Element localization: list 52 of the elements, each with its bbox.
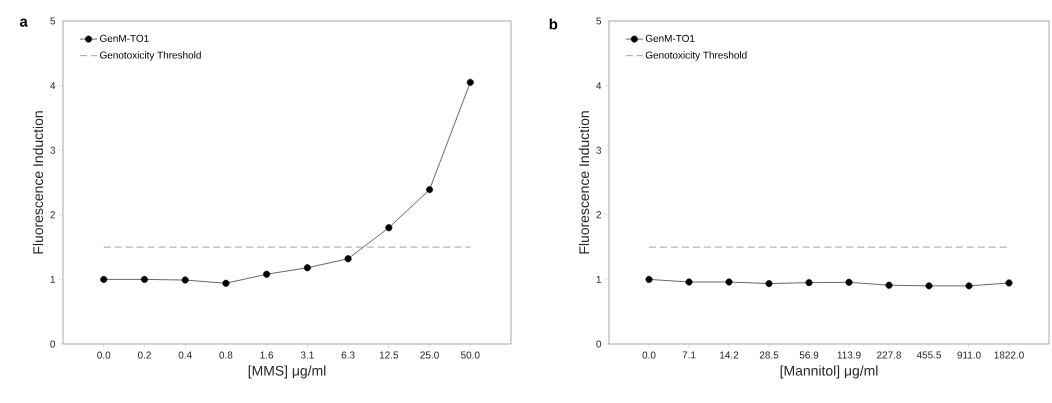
x-tick-label: 56.9 [799,351,819,359]
y-tick-label: 0 [50,340,56,348]
x-tick-label: 113.9 [837,351,861,359]
x-tick-label: 28.5 [759,351,779,359]
x-tick-label: 0.0 [642,351,656,359]
y-tick-label: 4 [596,82,602,90]
x-tick-label: 0.2 [137,351,151,359]
x-tick-label: 0.4 [178,351,192,359]
point [222,279,230,287]
legend-label: GenM-TO1 [645,34,695,42]
point [140,275,148,283]
x-tick-label: 14.2 [720,351,739,359]
point [385,224,393,232]
x-tick-label: 1.6 [260,351,274,359]
x-tick-label: 50.0 [460,351,480,359]
y-axis-title: Fluorescence Induction [578,111,590,254]
x-tick-label: 455.5 [916,351,942,359]
y-tick-label: 3 [50,146,56,154]
y-tick-label: 2 [596,211,601,219]
point [466,78,474,86]
point [303,264,311,272]
x-tick-label: 0.8 [219,351,233,359]
x-tick-label: 25.0 [420,351,439,359]
x-tick-label: 227.8 [877,351,902,359]
y-tick-label: 1 [50,275,56,283]
x-tick-label: 0.0 [97,351,111,359]
x-tick-label: 1822.0 [994,351,1024,359]
point [263,270,271,278]
legend-label: Genotoxicity Threshold [100,51,201,61]
x-axis-title: [MMS] μg/ml [248,365,326,379]
point [344,255,352,263]
chart-title: a [19,18,28,27]
x-tick-label: 911.0 [957,351,981,359]
y-tick-label: 0 [596,340,602,348]
point [426,186,434,194]
legend-label: Genotoxicity Threshold [645,51,747,61]
point [100,275,108,283]
chart-title: b [549,18,558,30]
y-tick-label: 2 [50,211,55,219]
x-tick-label: 6.3 [341,351,355,359]
x-axis-title: [Mannitol] μg/ml [780,365,878,379]
x-tick-label: 3.1 [300,351,314,359]
y-axis-title: Fluorescence Induction [32,111,44,254]
x-tick-label: 12.5 [379,351,399,359]
y-tick-label: 5 [596,17,602,25]
point [181,276,189,284]
y-tick-label: 5 [50,17,56,25]
y-tick-label: 3 [596,146,602,154]
legend-label: GenM-TO1 [100,34,149,42]
x-tick-label: 7.1 [682,351,696,359]
y-tick-label: 1 [596,275,602,283]
y-tick-label: 4 [50,82,56,90]
